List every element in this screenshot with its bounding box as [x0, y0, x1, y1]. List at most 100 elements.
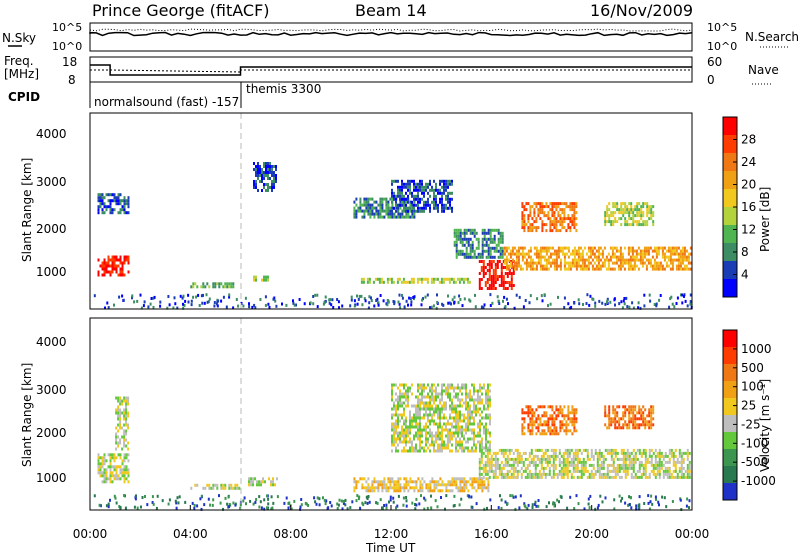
velocity-cell — [437, 428, 439, 432]
power-cell — [405, 200, 408, 204]
velocity-cell — [391, 395, 393, 399]
velocity-cell — [560, 460, 563, 464]
power-cell — [531, 229, 534, 233]
power-cell — [427, 191, 429, 195]
freq-tick-high: 18 — [62, 55, 77, 69]
velocity-cell — [650, 420, 653, 424]
velocity-ground-cell — [594, 507, 597, 511]
velocity-cell — [467, 425, 469, 429]
power-ground-cell — [592, 297, 595, 301]
velocity-cell — [427, 404, 429, 408]
velocity-cell — [514, 448, 517, 452]
velocity-cell — [496, 463, 499, 467]
power-cell — [645, 264, 648, 268]
velocity-cell — [628, 405, 631, 409]
power-cell — [549, 246, 552, 250]
velocity-cell — [492, 451, 495, 455]
velocity-cell — [632, 475, 635, 479]
velocity-cell — [522, 460, 525, 464]
velocity-cell — [103, 474, 106, 478]
velocity-cell — [682, 472, 685, 476]
velocity-cell — [555, 417, 558, 421]
velocity-cell — [664, 472, 667, 476]
power-cell — [541, 249, 544, 253]
velocity-cell — [551, 429, 554, 433]
power-colorbar-segment — [723, 279, 737, 297]
power-cell — [491, 228, 494, 232]
power-cell — [433, 203, 435, 207]
velocity-cell — [395, 437, 397, 441]
power-cell — [627, 261, 630, 265]
velocity-cell — [439, 422, 441, 426]
power-cell — [583, 258, 586, 262]
power-ground-cell — [331, 298, 334, 302]
velocity-ground-cell — [397, 494, 400, 498]
power-cell — [111, 270, 114, 274]
power-cell — [411, 191, 413, 195]
power-cell — [409, 191, 411, 195]
velocity-cell — [405, 422, 407, 426]
power-cell — [425, 182, 427, 186]
velocity-cell — [119, 411, 122, 415]
power-cell — [399, 197, 401, 201]
power-cell — [99, 205, 102, 209]
velocity-cell — [445, 446, 447, 450]
velocity-cell — [652, 408, 655, 412]
velocity-cell — [684, 475, 687, 479]
velocity-cell — [529, 432, 532, 436]
power-cell — [593, 267, 596, 271]
velocity-cell — [463, 416, 465, 420]
velocity-cell — [395, 489, 398, 493]
power-cell — [643, 249, 646, 253]
velocity-cell — [421, 477, 424, 481]
power-cell — [379, 206, 382, 210]
velocity-cell — [437, 483, 440, 487]
velocity-ground-cell — [239, 506, 242, 510]
velocity-cell — [566, 460, 569, 464]
power-cell — [265, 183, 267, 186]
power-cell — [675, 264, 678, 268]
power-ground-cell — [496, 295, 499, 299]
velocity-cell — [481, 398, 483, 402]
power-cell — [375, 209, 378, 213]
velocity-ground-cell — [359, 506, 362, 510]
velocity-cell — [425, 410, 427, 414]
power-cell — [451, 197, 453, 201]
velocity-cell — [576, 460, 579, 464]
velocity-cell — [395, 431, 397, 435]
power-cell — [488, 260, 491, 263]
power-cell — [190, 285, 193, 289]
power-cell — [393, 179, 395, 183]
velocity-cell — [119, 471, 122, 475]
power-ground-cell — [363, 297, 366, 301]
power-cell — [389, 212, 392, 216]
power-cell — [555, 229, 558, 233]
velocity-cell — [531, 426, 534, 430]
power-cell — [407, 215, 410, 219]
power-ground-cell — [295, 303, 297, 307]
velocity-cell — [560, 454, 563, 458]
velocity-cell — [534, 475, 537, 479]
velocity-cell — [473, 449, 475, 453]
velocity-cell — [427, 486, 430, 490]
velocity-cell — [600, 463, 603, 467]
velocity-cell — [127, 471, 130, 475]
power-cell — [485, 255, 488, 259]
power-cell — [661, 249, 664, 253]
power-ground-cell — [393, 300, 396, 304]
velocity-cell — [125, 477, 128, 481]
power-cell — [433, 194, 435, 198]
power-cell — [623, 258, 626, 262]
velocity-cell — [445, 404, 447, 408]
velocity-cell — [99, 456, 102, 460]
velocity-cell — [475, 477, 478, 481]
velocity-cell — [411, 425, 413, 429]
velocity-cell — [650, 469, 653, 473]
velocity-cell — [453, 407, 455, 411]
power-cell — [541, 223, 544, 227]
power-cell — [632, 223, 635, 227]
power-cell — [408, 280, 411, 284]
velocity-cell — [391, 413, 393, 417]
velocity-cell — [672, 469, 675, 473]
power-cell — [673, 246, 676, 250]
